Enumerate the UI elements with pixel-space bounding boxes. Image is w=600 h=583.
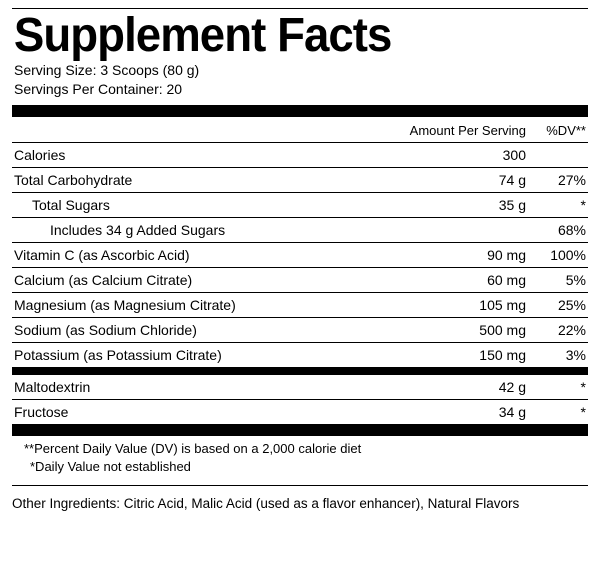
- table-row: Sodium (as Sodium Chloride)500 mg22%: [12, 317, 588, 342]
- panel-title: Supplement Facts: [12, 9, 559, 61]
- row-dv: *: [526, 404, 586, 420]
- row-name: Maltodextrin: [14, 379, 366, 395]
- row-dv: 5%: [526, 272, 586, 288]
- row-amount: 60 mg: [366, 272, 526, 288]
- table-row: Calcium (as Calcium Citrate)60 mg5%: [12, 267, 588, 292]
- row-dv: 25%: [526, 297, 586, 313]
- row-amount: 105 mg: [366, 297, 526, 313]
- table-row: Vitamin C (as Ascorbic Acid)90 mg100%: [12, 242, 588, 267]
- row-dv: 22%: [526, 322, 586, 338]
- col-header-amount: Amount Per Serving: [366, 123, 526, 138]
- row-amount: 300: [366, 147, 526, 163]
- row-name: Total Carbohydrate: [14, 172, 366, 188]
- row-amount: 35 g: [366, 197, 526, 213]
- col-header-dv: %DV**: [526, 123, 586, 138]
- table-row: Maltodextrin42 g*: [12, 374, 588, 399]
- thick-rule-bottom: [12, 424, 588, 436]
- row-dv: 27%: [526, 172, 586, 188]
- footnote-dv: **Percent Daily Value (DV) is based on a…: [24, 440, 586, 458]
- row-dv: 3%: [526, 347, 586, 363]
- nutrient-section-1: Calories300Total Carbohydrate74 g27%Tota…: [12, 142, 588, 367]
- row-amount: 90 mg: [366, 247, 526, 263]
- table-row: Magnesium (as Magnesium Citrate)105 mg25…: [12, 292, 588, 317]
- row-name: Fructose: [14, 404, 366, 420]
- mid-rule: [12, 367, 588, 374]
- supplement-facts-panel: Supplement Facts Serving Size: 3 Scoops …: [12, 8, 588, 486]
- row-name: Vitamin C (as Ascorbic Acid): [14, 247, 366, 263]
- table-row: Includes 34 g Added Sugars 68%: [12, 217, 588, 242]
- row-amount: 42 g: [366, 379, 526, 395]
- row-name: Sodium (as Sodium Chloride): [14, 322, 366, 338]
- servings-per-container: Servings Per Container: 20: [14, 80, 586, 99]
- row-name: Potassium (as Potassium Citrate): [14, 347, 366, 363]
- row-amount: 34 g: [366, 404, 526, 420]
- table-row: Potassium (as Potassium Citrate)150 mg3%: [12, 342, 588, 367]
- nutrient-section-2: Maltodextrin42 g*Fructose34 g*: [12, 374, 588, 424]
- serving-block: Serving Size: 3 Scoops (80 g) Servings P…: [12, 61, 588, 105]
- row-dv: 68%: [526, 222, 586, 238]
- row-name: Total Sugars: [14, 197, 366, 213]
- row-name: Calories: [14, 147, 366, 163]
- row-name: Magnesium (as Magnesium Citrate): [14, 297, 366, 313]
- table-row: Calories300: [12, 142, 588, 167]
- column-headers: Amount Per Serving %DV**: [12, 117, 588, 142]
- footnote-not-established: *Daily Value not established: [24, 458, 586, 476]
- thick-rule-top: [12, 105, 588, 117]
- row-dv: *: [526, 379, 586, 395]
- table-row: Total Sugars35 g*: [12, 192, 588, 217]
- row-amount: 500 mg: [366, 322, 526, 338]
- row-dv: 100%: [526, 247, 586, 263]
- other-ingredients: Other Ingredients: Citric Acid, Malic Ac…: [12, 486, 588, 511]
- table-row: Fructose34 g*: [12, 399, 588, 424]
- row-name: Includes 34 g Added Sugars: [14, 222, 366, 238]
- table-row: Total Carbohydrate74 g27%: [12, 167, 588, 192]
- supplement-facts-page: Supplement Facts Serving Size: 3 Scoops …: [0, 0, 600, 583]
- footnotes: **Percent Daily Value (DV) is based on a…: [12, 436, 588, 483]
- row-name: Calcium (as Calcium Citrate): [14, 272, 366, 288]
- row-dv: *: [526, 197, 586, 213]
- serving-size: Serving Size: 3 Scoops (80 g): [14, 61, 586, 80]
- row-amount: 150 mg: [366, 347, 526, 363]
- row-amount: 74 g: [366, 172, 526, 188]
